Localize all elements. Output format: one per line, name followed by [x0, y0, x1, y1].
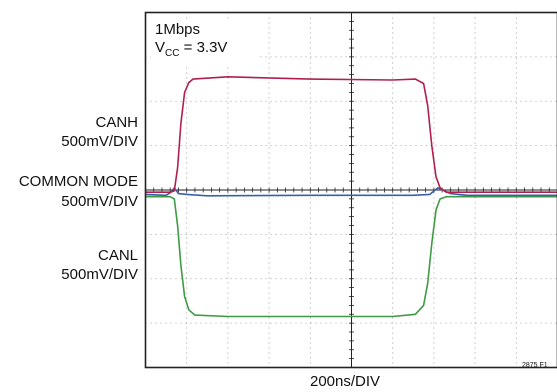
trace-canh: [145, 76, 557, 193]
plot-frame: [144, 11, 557, 369]
x-axis-label: 200ns/DIV: [310, 373, 381, 390]
trace-layer: [145, 76, 557, 318]
annotation-bitrate: 1Mbps: [155, 21, 201, 38]
vcc-value: = 3.3V: [179, 39, 228, 56]
grid-layer: [145, 12, 557, 368]
channel-label-common-mode-name: COMMON MODE: [18, 173, 138, 190]
channel-label-common-mode-scale: 500mV/DIV: [61, 193, 138, 210]
annotation-box: 1Mbps VCC = 3.3V: [151, 20, 259, 66]
channel-label-canh-scale: 500mV/DIV: [61, 133, 138, 150]
trace-canl: [145, 195, 557, 318]
figure-id: 2875 F1: [522, 362, 548, 369]
channel-label-canl-scale: 500mV/DIV: [61, 266, 138, 283]
vcc-symbol: V: [155, 39, 166, 56]
channel-label-canl-name: CANL: [97, 247, 138, 264]
vcc-subscript: CC: [165, 48, 180, 59]
annotation-vcc: VCC = 3.3V: [155, 39, 257, 63]
channel-label-canh-name: CANH: [95, 114, 138, 131]
